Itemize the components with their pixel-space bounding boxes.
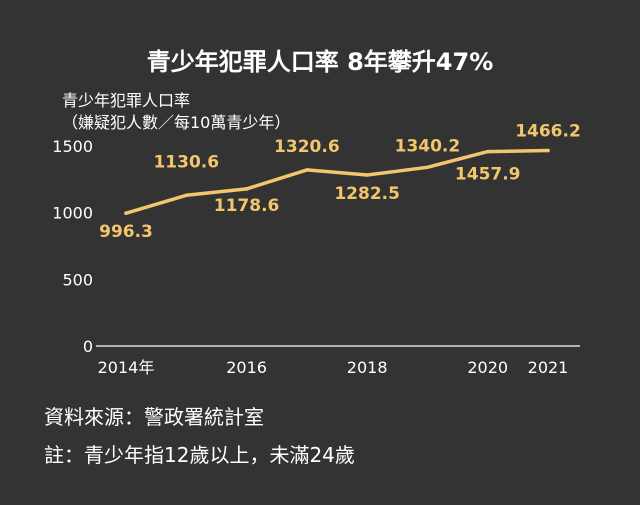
y-axis-label-line-2: （嫌疑犯人數／每10萬青少年） bbox=[62, 113, 291, 132]
data-label: 1178.6 bbox=[214, 196, 280, 216]
data-label: 1340.2 bbox=[395, 136, 461, 156]
y-tick-label: 1500 bbox=[52, 137, 93, 156]
chart-title: 青少年犯罪人口率 8年攀升47% bbox=[146, 48, 494, 76]
x-tick-label: 2014年 bbox=[98, 358, 155, 377]
source-note: 資料來源：警政署統計室 bbox=[44, 405, 264, 429]
definition-note: 註：青少年指12歲以上，未滿24歲 bbox=[44, 443, 355, 467]
y-tick-label: 1000 bbox=[52, 204, 93, 223]
x-tick-label: 2020 bbox=[467, 358, 508, 377]
data-label: 1457.9 bbox=[455, 165, 521, 185]
y-tick-label: 0 bbox=[83, 337, 93, 356]
x-tick-label: 2021 bbox=[528, 358, 569, 377]
data-point bbox=[244, 187, 249, 191]
y-axis-label: 青少年犯罪人口率 （嫌疑犯人數／每10萬青少年） bbox=[62, 90, 290, 134]
data-label: 1466.2 bbox=[515, 122, 581, 142]
data-label: 996.3 bbox=[99, 222, 153, 242]
data-point bbox=[425, 165, 430, 170]
data-point bbox=[365, 173, 369, 177]
data-label: 1130.6 bbox=[153, 152, 219, 172]
y-axis-label-line-1: 青少年犯罪人口率 bbox=[62, 91, 191, 110]
data-point bbox=[485, 149, 490, 154]
data-point bbox=[124, 211, 128, 215]
data-point bbox=[184, 193, 189, 198]
data-point bbox=[546, 148, 550, 153]
y-tick-label: 500 bbox=[62, 270, 93, 289]
series-line bbox=[124, 148, 550, 215]
x-tick-label: 2018 bbox=[347, 358, 388, 377]
data-label: 1282.5 bbox=[334, 184, 400, 204]
x-tick-label: 2016 bbox=[226, 358, 267, 377]
data-label: 1320.6 bbox=[274, 137, 340, 157]
data-point bbox=[305, 168, 309, 172]
chart-footer: 資料來源：警政署統計室 註：青少年指12歲以上，未滿24歲 bbox=[44, 398, 355, 474]
